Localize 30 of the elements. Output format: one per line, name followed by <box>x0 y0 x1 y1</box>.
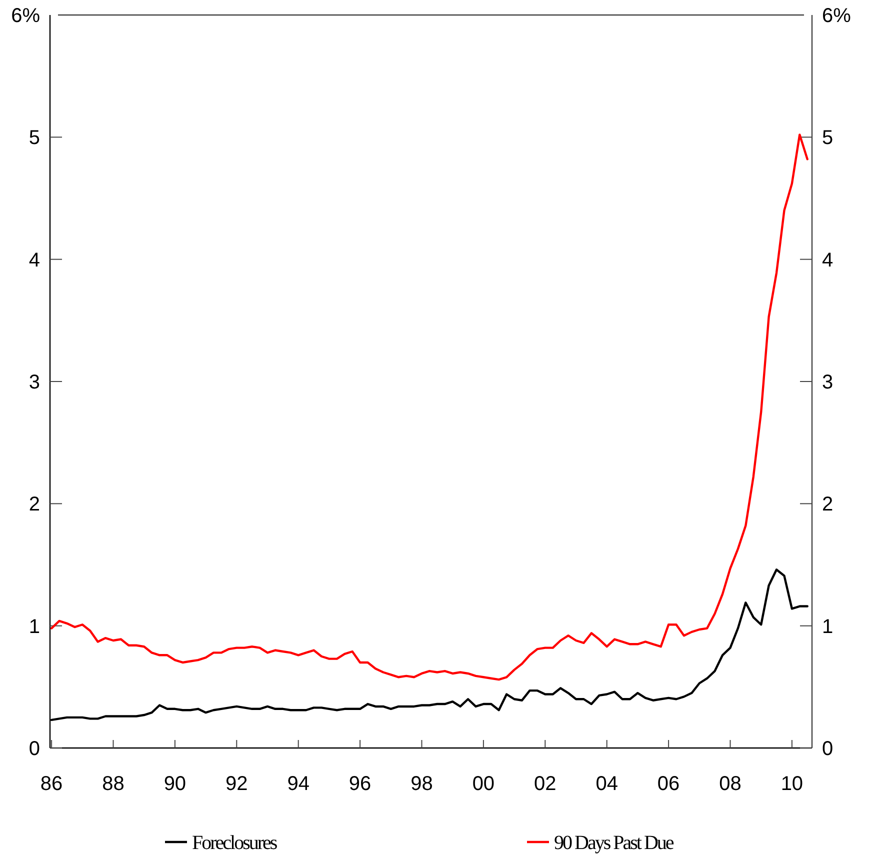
x-tick-label: 04 <box>596 773 618 795</box>
y2-tick-label: 1 <box>822 616 834 638</box>
y-tick-label: 3 <box>28 372 40 394</box>
legend-label: 90 Days Past Due <box>554 832 674 854</box>
x-tick-label: 88 <box>102 773 124 795</box>
y-tick-label: 2 <box>28 494 40 516</box>
x-tick-label: 00 <box>472 773 495 795</box>
y2-tick-label: 0 <box>822 738 834 760</box>
x-tick-label: 96 <box>348 773 372 795</box>
x-tick-label: 94 <box>287 773 310 795</box>
y-tick-label: 6% <box>11 5 40 27</box>
legend-label: Foreclosures <box>192 832 278 854</box>
x-tick-label: 08 <box>719 773 742 795</box>
x-tick-label: 90 <box>164 773 186 795</box>
y2-tick-label: 4 <box>822 249 834 272</box>
y-tick-label: 5 <box>28 127 40 150</box>
x-tick-label: 98 <box>410 773 433 795</box>
x-tick-label: 06 <box>657 773 680 795</box>
x-tick-label: 86 <box>40 773 63 795</box>
x-tick-label: 10 <box>780 773 804 795</box>
y2-tick-label: 3 <box>822 372 834 394</box>
y2-tick-label: 5 <box>822 127 834 150</box>
y-tick-label: 4 <box>28 249 40 272</box>
y-tick-label: 0 <box>28 738 40 760</box>
y2-tick-label: 2 <box>822 494 834 516</box>
y2-tick-label: 6% <box>822 5 852 27</box>
line-series <box>50 134 808 681</box>
x-tick-label: 02 <box>534 773 556 795</box>
x-tick-label: 92 <box>226 773 248 795</box>
y-tick-label: 1 <box>28 616 40 638</box>
